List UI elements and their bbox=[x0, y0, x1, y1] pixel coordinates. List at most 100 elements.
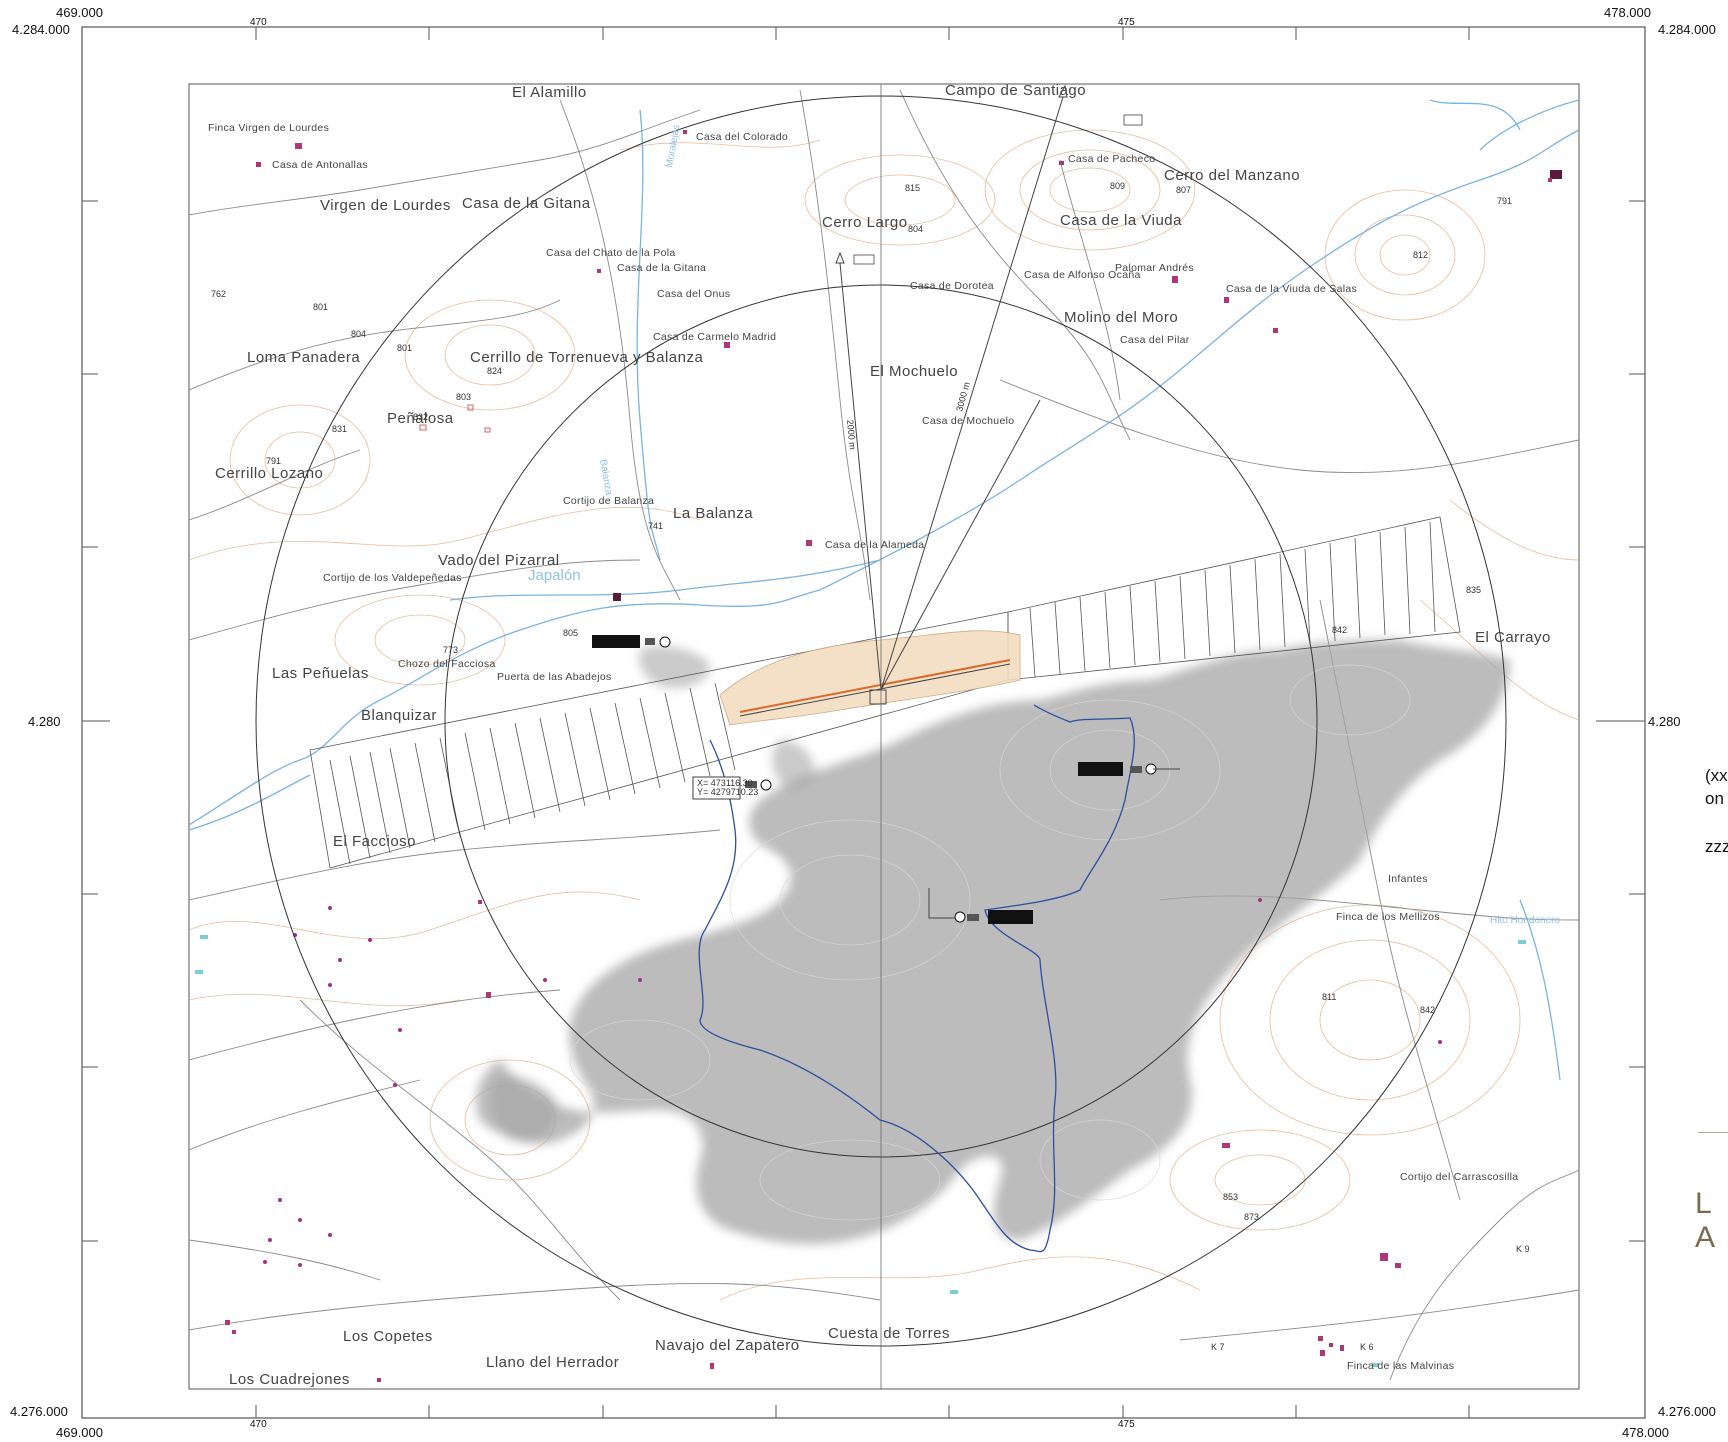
label-cerrillo-torrenueva: Cerrillo de Torrenueva y Balanza bbox=[470, 349, 703, 366]
label-infantes: Infantes bbox=[1388, 873, 1428, 885]
svg-text:807: 807 bbox=[1176, 185, 1191, 195]
label-chozo-facciosa: Chozo del Facciosa bbox=[398, 658, 496, 670]
outer-frame bbox=[81, 26, 1646, 1419]
coord-top-right-x: 478.000 bbox=[1604, 5, 1651, 20]
label-casa-viuda: Casa de la Viuda bbox=[1060, 212, 1182, 229]
coord-top-left-x: 469.000 bbox=[56, 5, 103, 20]
label-palomar-andres: Palomar Andrés bbox=[1115, 262, 1194, 274]
observer-route bbox=[698, 704, 1135, 1253]
label-casa-alameda: Casa de la Alameda bbox=[825, 539, 924, 551]
brand-mark: L A bbox=[1695, 1187, 1722, 1254]
coord-mid-left-y: 4.280 bbox=[28, 714, 61, 729]
label-vado-pizarral: Vado del Pizarral bbox=[438, 552, 560, 569]
label-casa-gitana-big: Casa de la Gitana bbox=[462, 195, 591, 212]
label-blanquizar: Blanquizar bbox=[361, 707, 437, 724]
label-casa-chato: Casa del Chato de la Pola bbox=[546, 247, 676, 259]
svg-text:831: 831 bbox=[332, 424, 347, 434]
svg-text:791: 791 bbox=[1497, 196, 1512, 206]
coord-mid-right-y: 4.280 bbox=[1648, 714, 1681, 729]
svg-text:K 9: K 9 bbox=[1516, 1244, 1530, 1254]
label-cerro-manzano: Cerro del Manzano bbox=[1164, 167, 1300, 184]
label-finca-virgen: Finca Virgen de Lourdes bbox=[208, 122, 329, 134]
svg-text:812: 812 bbox=[1413, 250, 1428, 260]
label-casa-viuda-salas: Casa de la Viuda de Salas bbox=[1226, 283, 1357, 295]
label-virgen-lourdes: Virgen de Lourdes bbox=[320, 197, 451, 214]
radius-label-inner: 2000 m bbox=[845, 419, 858, 450]
svg-text:804: 804 bbox=[908, 224, 923, 234]
label-navajo-zapatero: Navajo del Zapatero bbox=[655, 1337, 800, 1354]
label-puerta-abadejos: Puerta de las Abadejos bbox=[497, 671, 612, 683]
svg-text:835: 835 bbox=[1466, 585, 1481, 595]
label-casa-alfonso: Casa de Alfonso Ocaña bbox=[1024, 269, 1141, 281]
label-cortijo-carrascosilla: Cortijo del Carrascosilla bbox=[1400, 1171, 1518, 1183]
label-casa-pilar: Casa del Pilar bbox=[1120, 334, 1190, 346]
grid-label-bottom-470: 470 bbox=[250, 1419, 267, 1430]
grid-label-bottom-475: 475 bbox=[1118, 1419, 1135, 1430]
label-campo-santiago: Campo de Santiago bbox=[945, 82, 1086, 99]
svg-text:842: 842 bbox=[1332, 625, 1347, 635]
streams bbox=[189, 99, 1579, 1081]
site-area bbox=[719, 630, 1021, 726]
roads bbox=[189, 89, 1579, 1381]
grid-label-top-470: 470 bbox=[250, 17, 267, 28]
label-cerro-largo: Cerro Largo bbox=[822, 214, 908, 231]
label-cortijo-valdepenedas: Cortijo de los Valdepeñedas bbox=[323, 572, 462, 584]
label-el-mochuelo: El Mochuelo bbox=[870, 363, 958, 380]
label-casa-mochuelo: Casa de Mochuelo bbox=[922, 415, 1014, 427]
svg-text:832: 832 bbox=[413, 412, 428, 422]
label-casa-carmelo: Casa de Carmelo Madrid bbox=[653, 331, 776, 343]
svg-text:842: 842 bbox=[1420, 1005, 1435, 1015]
label-finca-mellizos: Finca de los Mellizos bbox=[1336, 911, 1440, 923]
svg-text:824: 824 bbox=[487, 366, 502, 376]
svg-text:801: 801 bbox=[313, 302, 328, 312]
svg-text:741: 741 bbox=[648, 521, 663, 531]
svg-text:873: 873 bbox=[1244, 1212, 1259, 1222]
label-penalosa: Peñalosa bbox=[387, 410, 454, 427]
svg-text:K 6: K 6 bbox=[1360, 1342, 1374, 1352]
label-loma-panadera: Loma Panadera bbox=[247, 349, 360, 366]
side-panel-line-1: (xx bbox=[1705, 766, 1728, 785]
radius-lines bbox=[835, 84, 1068, 691]
label-la-balanza: La Balanza bbox=[673, 505, 753, 522]
svg-text:853: 853 bbox=[1223, 1192, 1238, 1202]
svg-text:805: 805 bbox=[563, 628, 578, 638]
pools bbox=[195, 935, 1526, 1367]
label-casa-onus: Casa del Onus bbox=[657, 288, 730, 300]
coord-top-left-y: 4.284.000 bbox=[12, 22, 70, 37]
side-panel-divider bbox=[1698, 1132, 1728, 1133]
spot-heights: 815 809 807 791 812 804 762 801 804 801 … bbox=[211, 181, 1530, 1352]
scattered-points bbox=[263, 898, 1442, 1267]
shadow-area bbox=[476, 640, 1511, 1245]
svg-text:791: 791 bbox=[266, 456, 281, 466]
svg-text:804: 804 bbox=[351, 329, 366, 339]
label-finca-malvinas: Finca de las Malvinas bbox=[1347, 1360, 1454, 1372]
coord-bottom-right-x: 478.000 bbox=[1622, 1425, 1669, 1440]
svg-text:803: 803 bbox=[456, 392, 471, 402]
label-cortijo-balanza: Cortijo de Balanza bbox=[563, 495, 654, 507]
svg-text:762: 762 bbox=[211, 289, 226, 299]
label-las-penuelas: Las Peñuelas bbox=[272, 665, 369, 682]
label-casa-dorotea: Casa de Dorotea bbox=[910, 280, 994, 292]
label-los-cuadrejones: Los Cuadrejones bbox=[229, 1371, 350, 1388]
label-cerrillo-lozano: Cerrillo Lozano bbox=[215, 465, 323, 482]
label-japalon: Japalón bbox=[528, 567, 581, 584]
svg-text:801: 801 bbox=[397, 343, 412, 353]
label-el-alamillo: El Alamillo bbox=[512, 84, 587, 101]
label-casa-colorado: Casa del Colorado bbox=[696, 131, 788, 143]
label-casa-antonallas: Casa de Antonallas bbox=[272, 159, 368, 171]
svg-text:811: 811 bbox=[1322, 992, 1336, 1002]
svg-text:809: 809 bbox=[1110, 181, 1125, 191]
place-labels: El Alamillo Campo de Santiago Finca Virg… bbox=[208, 82, 1550, 1388]
observer-markers bbox=[592, 635, 1180, 924]
label-casa-pacheco: Casa de Pacheco bbox=[1068, 153, 1155, 165]
svg-text:K 7: K 7 bbox=[1211, 1342, 1225, 1352]
label-llano-herrador: Llano del Herrador bbox=[486, 1354, 619, 1371]
coord-bottom-left-x: 469.000 bbox=[56, 1425, 103, 1440]
label-los-copetes: Los Copetes bbox=[343, 1328, 433, 1345]
coord-top-right-y: 4.284.000 bbox=[1658, 22, 1716, 37]
coord-bottom-right-y: 4.276.000 bbox=[1658, 1404, 1716, 1419]
coord-bottom-left-y: 4.276.000 bbox=[10, 1404, 68, 1419]
label-hito-hondonero: Hito Hondonero bbox=[1490, 915, 1560, 926]
label-molino-moro: Molino del Moro bbox=[1064, 309, 1178, 326]
label-casa-gitana: Casa de la Gitana bbox=[617, 262, 706, 274]
